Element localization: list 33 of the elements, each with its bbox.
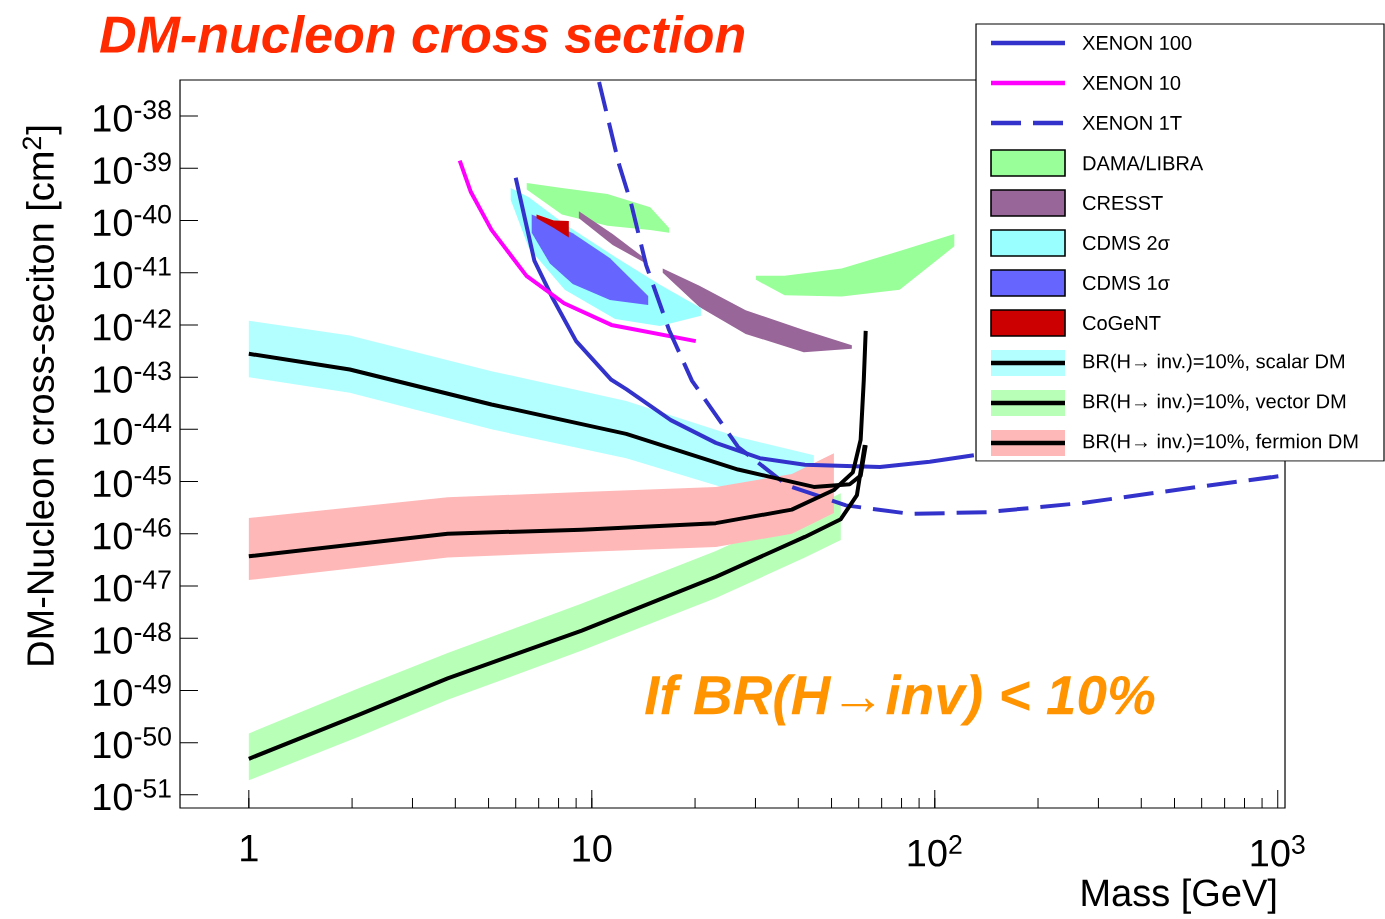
y-tick-label: 10$^{-48}$ [94, 622, 171, 654]
y-tick-label: 10$^{-49}$ [94, 674, 171, 707]
legend-label: DAMA/LIBRA [1083, 155, 1204, 171]
legend-label: XENON 10 [1082, 75, 1181, 91]
legend-label: CRESST [1083, 195, 1163, 211]
legend-label: BR(H→ inv.)=10%, scalar DM [1083, 353, 1344, 373]
legend-label: CoGeNT [1083, 315, 1161, 331]
y-tick-label: 10$^{-41}$ [94, 257, 171, 289]
y-tick-label: 10$^{-38}$ [94, 100, 171, 132]
chart-title: DM-nucleon cross section [99, 14, 745, 54]
x-tick-label: 1 [241, 835, 258, 862]
y-tick-label: 10$^{-39}$ [94, 152, 171, 185]
y-tick-label: 10$^{-42}$ [94, 309, 171, 341]
x-axis-title: Mass [GeV] [1082, 878, 1276, 914]
legend-label: CDMS 2σ [1083, 235, 1170, 251]
legend-label: XENON 1T [1082, 115, 1182, 131]
y-tick-label: 10$^{-44}$ [94, 413, 172, 445]
y-axis-title: DM-Nucleon cross-seciton [cm$^{2}$] [22, 126, 62, 665]
y-tick-label: 10$^{-50}$ [94, 726, 171, 759]
y-tick-label: 10$^{-51}$ [94, 779, 171, 811]
x-tick-label: 10$^{3}$ [1251, 835, 1305, 867]
annotation: If BR(H→inv) < 10% [645, 674, 1155, 726]
y-tick-label: 10$^{-43}$ [94, 361, 171, 393]
legend-label: BR(H→ inv.)=10%, fermion DM [1083, 433, 1358, 453]
y-tick-label: 10$^{-47}$ [94, 570, 171, 602]
y-tick-label: 10$^{-46}$ [94, 518, 171, 550]
y-tick-label: 10$^{-40}$ [94, 204, 171, 237]
y-tick-label: 10$^{-45}$ [94, 465, 171, 498]
legend-label: XENON 100 [1082, 35, 1192, 51]
legend-label: CDMS 1σ [1083, 275, 1170, 291]
x-tick-label: 10 [573, 835, 612, 862]
legend-label: BR(H→ inv.)=10%, vector DM [1083, 393, 1346, 413]
x-tick-label: 10$^{2}$ [908, 835, 962, 867]
